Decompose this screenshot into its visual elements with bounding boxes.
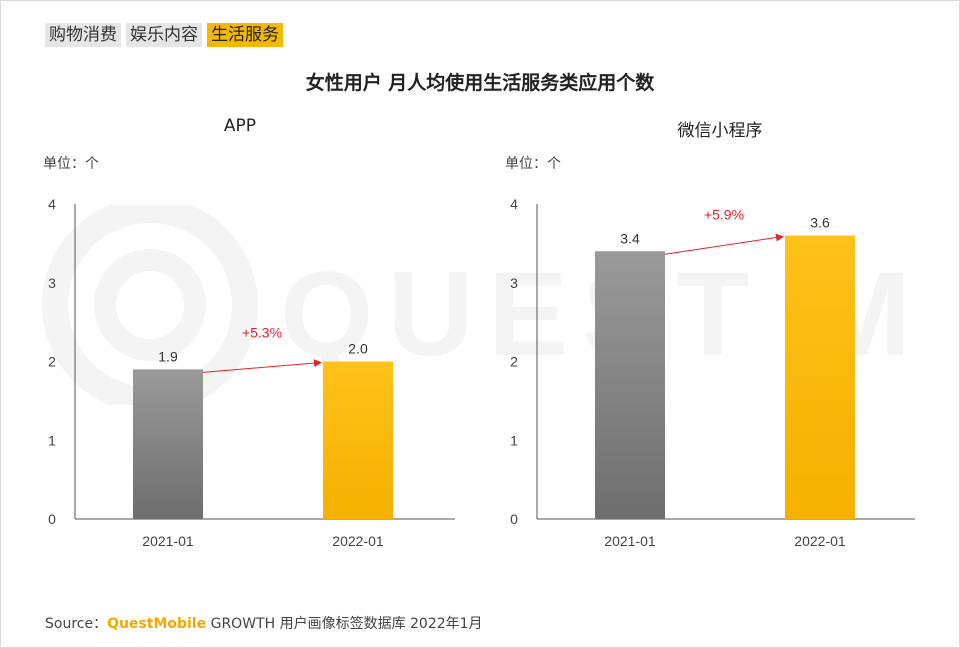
growth-label: +5.3% (242, 325, 282, 341)
chart-title-app: APP (223, 116, 257, 136)
source-prefix: Source： (45, 616, 108, 632)
y-tick-label: 4 (510, 196, 518, 212)
tab-life-services[interactable]: 生活服务 (207, 23, 283, 47)
y-tick-label: 1 (510, 432, 518, 448)
bar-2021-01 (133, 369, 203, 519)
y-tick-label: 0 (510, 511, 518, 527)
x-tick-label: 2021-01 (604, 533, 656, 549)
category-tabs: 购物消费 娱乐内容 生活服务 (45, 23, 283, 47)
bar-2022-01 (323, 361, 393, 519)
y-tick-label: 3 (510, 275, 518, 291)
page-title: 女性用户 月人均使用生活服务类应用个数 (305, 72, 655, 94)
bar-2022-01 (785, 235, 855, 519)
unit-label-miniprogram: 单位：个 (505, 156, 561, 172)
x-tick-label: 2022-01 (794, 533, 846, 549)
source-text: GROWTH 用户画像标签数据库 2022年1月 (206, 616, 483, 632)
y-tick-label: 2 (510, 354, 518, 370)
bar-charts: 0 1 2 3 4 1.9 2021-01 2.0 2022-01 +5.3% 0 1 2 3 4 3.4 2… (48, 196, 915, 549)
chart-miniprogram: 0 1 2 3 4 3.4 2021-01 3.6 2022-01 +5.9% (510, 196, 915, 549)
tab-entertainment[interactable]: 娱乐内容 (126, 23, 202, 47)
unit-label-app: 单位：个 (43, 156, 99, 172)
y-tick-label: 1 (48, 432, 56, 448)
x-tick-label: 2021-01 (142, 533, 194, 549)
growth-arrow (202, 359, 322, 373)
bar-2021-01 (595, 251, 665, 519)
bar-value-label: 3.4 (620, 230, 640, 246)
growth-arrow (664, 233, 784, 255)
growth-label: +5.9% (704, 207, 744, 223)
y-tick-label: 2 (48, 354, 56, 370)
chart-title-miniprogram: 微信小程序 (677, 121, 763, 141)
source-note: Source：QuestMobile GROWTH 用户画像标签数据库 2022… (45, 613, 483, 633)
chart-app: 0 1 2 3 4 1.9 2021-01 2.0 2022-01 +5.3% (48, 196, 455, 549)
y-tick-label: 3 (48, 275, 56, 291)
bar-value-label: 1.9 (158, 348, 178, 364)
x-tick-label: 2022-01 (332, 533, 384, 549)
tab-shopping[interactable]: 购物消费 (45, 23, 121, 47)
y-tick-label: 0 (48, 511, 56, 527)
bar-value-label: 3.6 (810, 215, 830, 231)
source-brand: QuestMobile (107, 616, 207, 632)
bar-value-label: 2.0 (348, 341, 368, 357)
y-tick-label: 4 (48, 196, 56, 212)
